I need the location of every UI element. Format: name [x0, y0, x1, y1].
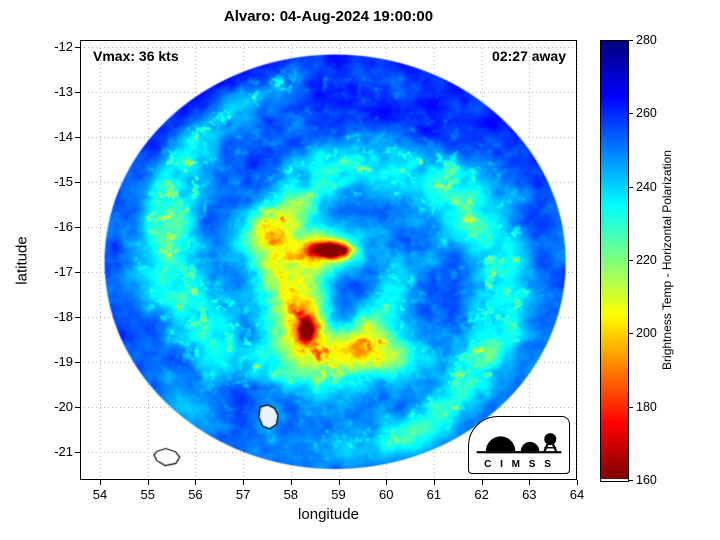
x-tick-label: 55: [140, 487, 155, 502]
cimss-logo-text: C I M S S: [484, 459, 554, 470]
colorbar-tick-mark: [629, 480, 633, 481]
cimss-logo-graphic: [476, 433, 562, 454]
plot-title: Alvaro: 04-Aug-2024 19:00:00: [223, 8, 434, 25]
y-tick-mark: [75, 452, 80, 454]
y-tick-label: -18: [54, 309, 73, 325]
colorbar-tick-mark: [629, 406, 633, 408]
water-tower-icon: [544, 433, 557, 446]
eta-annotation: 02:27 away: [492, 48, 566, 64]
y-tick-label: -21: [54, 444, 73, 460]
x-tick-label: 62: [474, 487, 489, 502]
y-tick-mark: [75, 362, 80, 364]
y-tick-mark: [75, 317, 80, 319]
x-tick-mark: [290, 480, 292, 485]
x-tick-label: 59: [331, 487, 346, 502]
colorbar-tick-mark: [629, 40, 633, 41]
colorbar-tick-mark: [629, 333, 633, 335]
x-tick-mark: [386, 480, 388, 485]
colorbar-tick-label: 180: [636, 399, 657, 414]
y-tick-label: -19: [54, 354, 73, 370]
colorbar-tick-label: 220: [636, 253, 657, 267]
colorbar: [600, 40, 629, 482]
colorbar-tick-label: 200: [636, 326, 657, 341]
plot-area: Vmax: 36 kts 02:27 away C I M S S: [80, 40, 578, 480]
y-tick-mark: [75, 227, 80, 229]
x-tick-mark: [195, 480, 197, 485]
y-tick-label: -12: [54, 39, 73, 55]
y-tick-label: -13: [54, 84, 73, 100]
colorbar-tick-label: 240: [636, 179, 657, 194]
radome-icons: [476, 433, 562, 454]
x-tick-label: 61: [426, 487, 442, 502]
colorbar-tick-label: 160: [636, 473, 657, 487]
y-tick-mark: [75, 182, 80, 184]
x-tick-label: 58: [283, 487, 299, 502]
x-tick-mark: [338, 480, 340, 485]
y-tick-label: -14: [54, 129, 73, 145]
x-tick-mark: [577, 480, 578, 485]
x-tick-label: 64: [569, 487, 585, 502]
x-tick-mark: [100, 480, 102, 485]
x-tick-label: 54: [92, 487, 108, 502]
y-tick-label: -20: [54, 399, 73, 415]
y-tick-label: -17: [54, 264, 73, 280]
x-axis-label: longitude: [298, 506, 359, 523]
y-tick-mark: [75, 272, 80, 274]
colorbar-gradient: [601, 41, 628, 479]
vmax-annotation: Vmax: 36 kts: [93, 48, 179, 64]
colorbar-tick-mark: [629, 260, 633, 261]
colorbar-tick-mark: [629, 113, 633, 115]
grid-line-vertical: [577, 40, 578, 480]
y-tick-mark: [75, 92, 80, 94]
colorbar-tick-mark: [629, 186, 633, 188]
x-tick-label: 63: [522, 487, 537, 502]
y-axis-label: latitude: [13, 236, 31, 285]
y-tick-mark: [75, 47, 80, 49]
colorbar-label: Brightness Temp - Horizontal Polarizatio…: [660, 150, 674, 370]
x-tick-mark: [147, 480, 149, 485]
x-tick-label: 56: [188, 487, 203, 502]
x-tick-mark: [529, 480, 531, 485]
cimss-logo: C I M S S: [468, 416, 570, 474]
colorbar-tick-label: 280: [636, 33, 657, 47]
storm-heatmap-canvas: [80, 40, 577, 480]
x-tick-mark: [481, 480, 483, 485]
y-tick-label: -15: [54, 174, 73, 190]
x-tick-mark: [433, 480, 435, 485]
colorbar-tick-label: 260: [636, 106, 657, 121]
x-tick-label: 60: [378, 487, 394, 502]
y-tick-mark: [75, 407, 80, 409]
x-tick-mark: [243, 480, 245, 485]
x-tick-label: 57: [235, 487, 251, 502]
y-tick-label: -16: [54, 219, 73, 235]
y-tick-mark: [75, 137, 80, 139]
